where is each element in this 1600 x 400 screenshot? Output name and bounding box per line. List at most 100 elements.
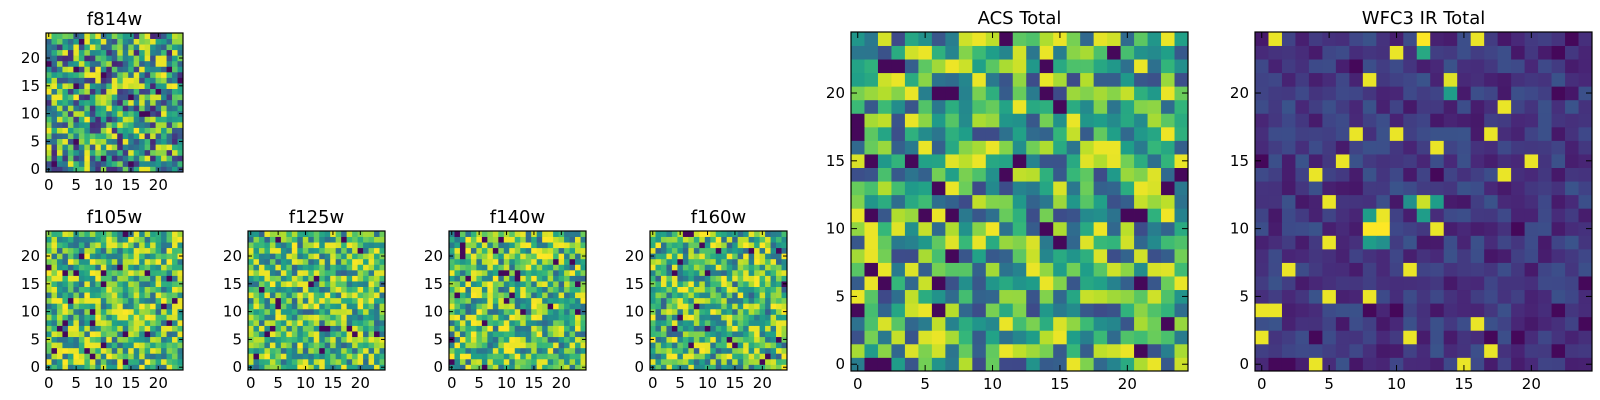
heatmap-cell	[514, 314, 521, 321]
heatmap-cell	[547, 269, 554, 276]
heatmap-cell	[352, 247, 358, 254]
heatmap-cell	[492, 297, 499, 304]
heatmap-cell	[374, 258, 380, 265]
heatmap-cell	[1389, 126, 1404, 141]
heatmap-cell	[73, 144, 80, 151]
heatmap-cell	[313, 236, 320, 243]
heatmap-cell	[302, 336, 309, 343]
heatmap-cell	[155, 242, 162, 249]
heatmap-cell	[1053, 208, 1068, 223]
heatmap-cell	[1457, 208, 1472, 223]
heatmap-cell	[985, 343, 1000, 358]
heatmap-cell	[655, 281, 662, 287]
heatmap-cell	[564, 292, 570, 299]
heatmap-cell	[1457, 113, 1472, 128]
heatmap-cell	[1430, 126, 1445, 141]
heatmap-cell	[721, 342, 728, 349]
y-tick-label: 20	[625, 247, 644, 265]
heatmap-cell	[1578, 330, 1593, 345]
heatmap-cell	[666, 247, 673, 254]
heatmap-cell	[1147, 45, 1162, 60]
heatmap-cell	[737, 303, 744, 310]
heatmap-cell	[1120, 72, 1135, 87]
heatmap-cell	[770, 325, 777, 332]
heatmap-cell	[1484, 154, 1499, 168]
heatmap-cell	[155, 133, 162, 140]
heatmap-cell	[89, 33, 96, 39]
heatmap-cell	[476, 342, 483, 349]
heatmap-cell	[150, 33, 156, 39]
heatmap-cell	[248, 353, 254, 360]
heatmap-cell	[1511, 194, 1525, 209]
heatmap-cell	[693, 236, 700, 243]
heatmap-cell	[671, 303, 678, 310]
heatmap-cell	[253, 314, 260, 321]
x-tick-label: 20	[552, 374, 571, 392]
heatmap-cell	[520, 269, 527, 276]
y-tick-label: 0	[634, 358, 644, 376]
heatmap-cell	[1012, 140, 1027, 155]
heatmap-cell	[51, 292, 58, 299]
heatmap-cell	[454, 353, 461, 360]
heatmap-cell	[374, 275, 380, 282]
heatmap-cell	[509, 292, 516, 299]
heatmap-cell	[531, 336, 538, 343]
heatmap-cell	[150, 105, 156, 112]
heatmap-cell	[999, 248, 1014, 263]
heatmap-cell	[1093, 167, 1108, 182]
heatmap-cell	[308, 364, 315, 371]
heatmap-cell	[958, 59, 973, 74]
heatmap-cell	[710, 286, 717, 293]
heatmap-cell	[503, 342, 510, 349]
heatmap-cell	[1578, 289, 1593, 304]
heatmap-cell	[1484, 330, 1499, 345]
heatmap-cell	[341, 269, 348, 276]
heatmap-cell	[498, 331, 505, 338]
heatmap-cell	[536, 342, 543, 349]
heatmap-cell	[51, 44, 58, 51]
heatmap-cell	[564, 319, 570, 326]
heatmap-cell	[67, 60, 74, 67]
heatmap-cell	[1430, 72, 1445, 87]
heatmap-cell	[335, 308, 342, 315]
heatmap-cell	[51, 353, 58, 360]
heatmap-cell	[999, 99, 1014, 114]
heatmap-cell	[363, 319, 369, 326]
heatmap-cell	[1147, 59, 1162, 74]
heatmap-cell	[258, 303, 265, 310]
heatmap-cell	[1053, 316, 1068, 331]
heatmap-cell	[1403, 330, 1418, 345]
heatmap-cell	[1107, 72, 1121, 87]
heatmap-cell	[699, 319, 706, 326]
heatmap-cell	[503, 319, 510, 326]
heatmap-cell	[1389, 303, 1404, 318]
heatmap-cell	[710, 264, 717, 271]
heatmap-cell	[122, 331, 129, 338]
heatmap-cell	[470, 331, 477, 338]
heatmap-cell	[89, 94, 96, 101]
heatmap-cell	[1174, 289, 1189, 304]
heatmap-cell	[699, 275, 706, 282]
heatmap-cell	[46, 155, 52, 162]
heatmap-cell	[481, 269, 488, 276]
heatmap-cell	[851, 167, 865, 182]
heatmap-cell	[531, 275, 538, 282]
heatmap-cell	[851, 248, 865, 263]
wfc3-ir-total-title: WFC3 IR Total	[1362, 8, 1485, 29]
heatmap-cell	[1268, 262, 1283, 277]
heatmap-cell	[864, 343, 879, 358]
heatmap-cell	[710, 231, 717, 237]
heatmap-cell	[253, 364, 260, 371]
heatmap-cell	[1551, 45, 1566, 60]
heatmap-cell	[150, 281, 156, 287]
heatmap-cell	[1053, 248, 1068, 263]
heatmap-cell	[363, 364, 369, 371]
heatmap-cell	[335, 247, 342, 254]
heatmap-cell	[1026, 316, 1041, 331]
heatmap-cell	[1281, 262, 1296, 277]
heatmap-cell	[1134, 154, 1148, 168]
heatmap-cell	[95, 33, 102, 39]
heatmap-cell	[177, 286, 184, 293]
heatmap-cell	[313, 247, 320, 254]
